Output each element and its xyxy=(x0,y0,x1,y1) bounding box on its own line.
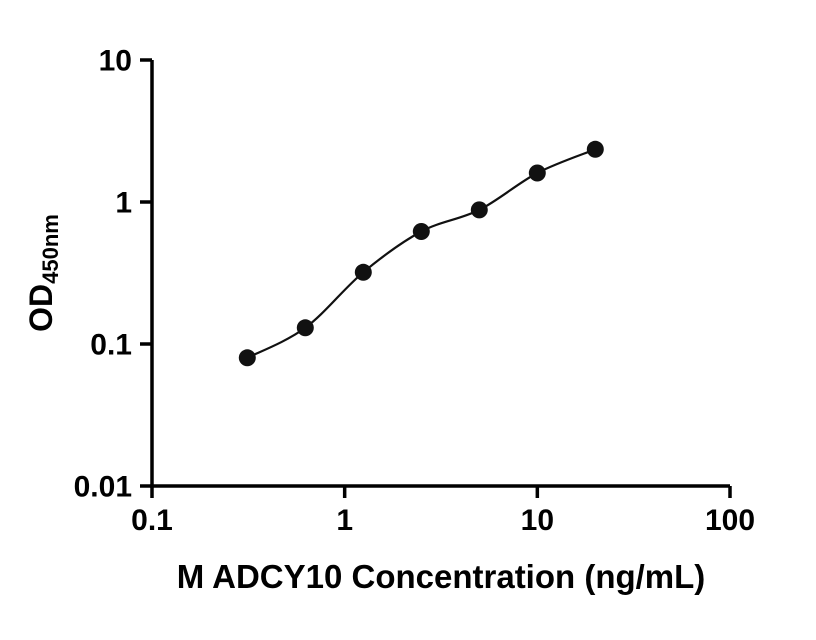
data-point xyxy=(586,140,604,158)
y-tick-label: 0.01 xyxy=(74,471,132,504)
y-axis-title-main: OD xyxy=(23,284,59,332)
y-tick-label: 10 xyxy=(99,45,132,78)
data-point xyxy=(296,319,314,337)
y-tick-label: 0.1 xyxy=(90,329,132,362)
data-point xyxy=(238,349,256,367)
data-point xyxy=(354,263,372,281)
x-tick-label: 1 xyxy=(336,504,353,537)
y-tick-label: 1 xyxy=(115,187,132,220)
y-axis-title: OD450nm xyxy=(23,214,63,332)
data-point xyxy=(412,223,430,240)
y-axis-title-sub: 450nm xyxy=(38,214,63,284)
x-tick-label: 0.1 xyxy=(131,504,173,537)
x-tick-label: 10 xyxy=(521,504,554,537)
x-tick-label: 100 xyxy=(705,504,755,537)
data-point xyxy=(470,201,488,219)
data-point xyxy=(528,164,546,182)
x-axis-title: M ADCY10 Concentration (ng/mL) xyxy=(177,558,706,595)
